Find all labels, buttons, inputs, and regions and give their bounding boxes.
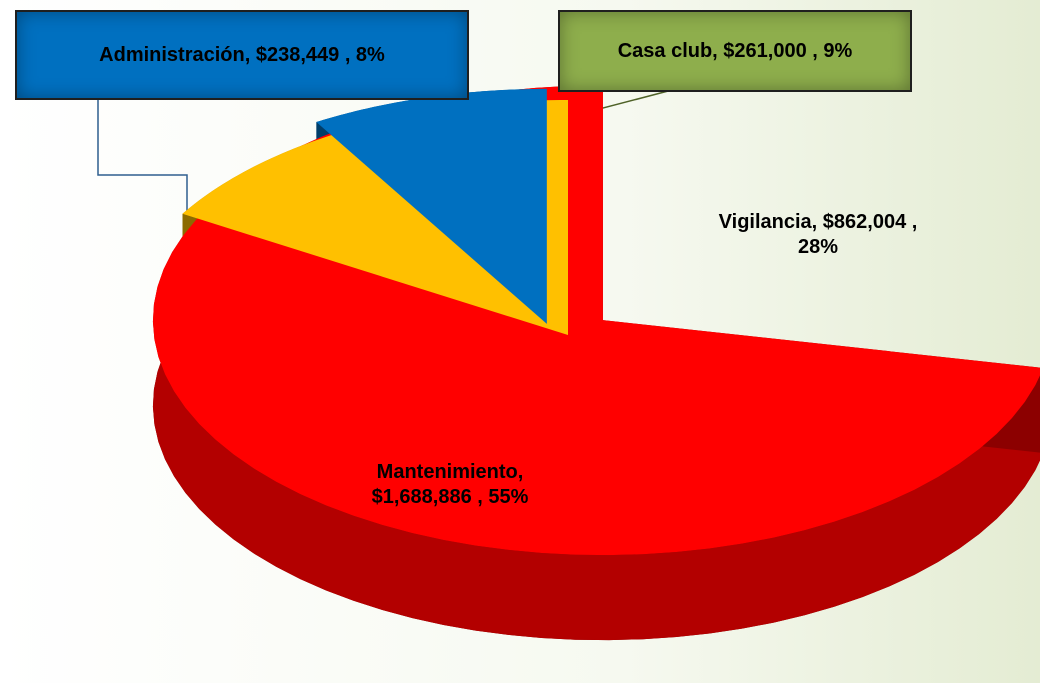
data-label: Vigilancia, $862,004 , 28% — [718, 211, 918, 258]
data-label: Casa club, $261,000 , 9% — [558, 10, 912, 92]
pie-tops — [152, 85, 1040, 556]
data-label: Administración, $238,449 , 8% — [15, 10, 469, 100]
pie-slice — [316, 88, 547, 324]
data-label: Mantenimiento, $1,688,886 , 55% — [371, 461, 529, 508]
leader-line — [97, 98, 188, 236]
